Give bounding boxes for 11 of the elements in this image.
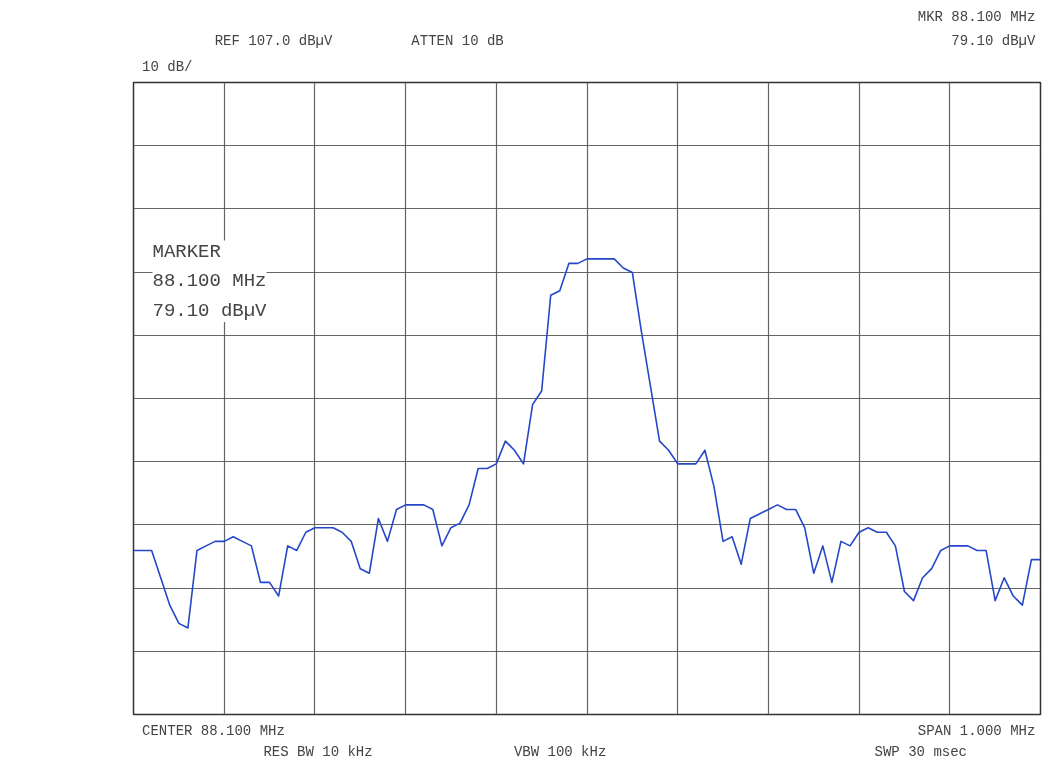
text: RES BW 10 kHz xyxy=(263,743,373,760)
text: 79.10 dBµV xyxy=(951,32,1036,49)
text: MKR 88.100 MHz xyxy=(917,8,1036,25)
text: VBW 100 kHz xyxy=(513,743,607,760)
text: CENTER 88.100 MHz xyxy=(142,722,285,739)
text: SWP 30 msec xyxy=(874,743,967,760)
text: 10 dB/ xyxy=(142,58,193,75)
annotation: MARKER 88.100 MHz 79.10 dBµV xyxy=(152,240,268,322)
text: REF 107.0 dBµV xyxy=(214,32,333,49)
text: SPAN 1.000 MHz xyxy=(917,722,1036,739)
text: ATTEN 10 dB xyxy=(411,32,504,49)
